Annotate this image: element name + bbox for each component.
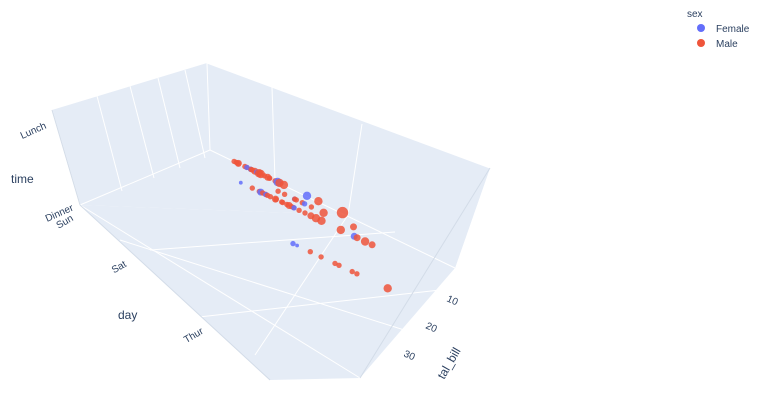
data-point-male[interactable] [234,159,242,167]
data-point-male[interactable] [314,197,323,206]
legend-marker-female [697,24,705,32]
legend-title: sex [687,9,703,20]
gridline [206,62,211,151]
gridline [347,123,363,216]
data-point-male[interactable] [336,206,349,219]
y-tick-label: Thur [182,326,206,346]
data-point-male[interactable] [302,210,308,216]
gridlines [51,62,491,379]
gridline [184,69,206,159]
data-point-male[interactable] [336,225,345,235]
data-point-female[interactable] [302,191,312,200]
data-point-male[interactable] [368,241,376,249]
z-axis-edge [51,109,81,206]
data-point-male[interactable] [318,254,324,260]
data-point-male[interactable] [354,271,360,277]
x-axis-edge [359,167,491,379]
data-point-male[interactable] [296,207,302,213]
data-point-female[interactable] [295,243,299,248]
legend: sex Female Male [687,9,750,50]
gridline [79,149,211,206]
data-point-male[interactable] [307,249,313,255]
data-points [231,158,392,293]
data-point-male[interactable] [279,180,289,190]
x-tick-label: 10 [445,294,460,309]
legend-item-male[interactable]: Male [697,39,738,50]
gridline [157,77,181,169]
data-point-male[interactable] [360,237,370,246]
legend-item-female[interactable]: Female [697,24,750,35]
data-point-male[interactable] [350,223,357,231]
data-point-male[interactable] [273,196,279,202]
gridline [254,214,349,356]
data-point-male[interactable] [353,234,361,242]
x-tick-label: 20 [424,321,439,336]
y-axis-edge [79,204,271,381]
legend-label-male: Male [716,39,738,50]
data-point-female[interactable] [290,240,296,247]
data-point-male[interactable] [267,175,273,181]
y-tick-label: Sat [110,259,129,276]
gridline [129,85,155,179]
data-point-male[interactable] [349,268,355,275]
data-point-male[interactable] [383,284,392,293]
z-tick-label: Lunch [19,121,48,142]
gridline [189,289,441,319]
data-point-male[interactable] [317,216,326,225]
data-point-male[interactable] [336,262,342,268]
data-point-female[interactable] [291,205,297,211]
data-point-male[interactable] [249,185,255,191]
x-axis-title: tal_bill [434,345,463,381]
data-point-male[interactable] [281,191,288,197]
scene-background [52,63,490,380]
data-point-male[interactable] [308,204,315,210]
data-point-male[interactable] [280,199,286,206]
data-point-male[interactable] [293,197,299,203]
legend-marker-male [697,39,705,47]
z-axis-title: time [11,172,34,186]
gridline [206,62,491,169]
gridline [79,204,361,379]
gridline [119,239,421,336]
y-axis-title: day [118,308,137,322]
axis-edges [51,109,491,381]
legend-label-female: Female [716,24,750,35]
data-point-male[interactable] [267,194,274,200]
data-point-male[interactable] [332,260,338,267]
x-tick-label: 30 [402,349,417,364]
data-point-male[interactable] [319,208,328,217]
gridline [271,86,276,181]
right-wall [348,168,490,268]
data-point-male[interactable] [275,188,281,194]
data-point-female[interactable] [238,180,243,185]
data-point-female[interactable] [301,201,308,207]
gridline [96,95,123,192]
